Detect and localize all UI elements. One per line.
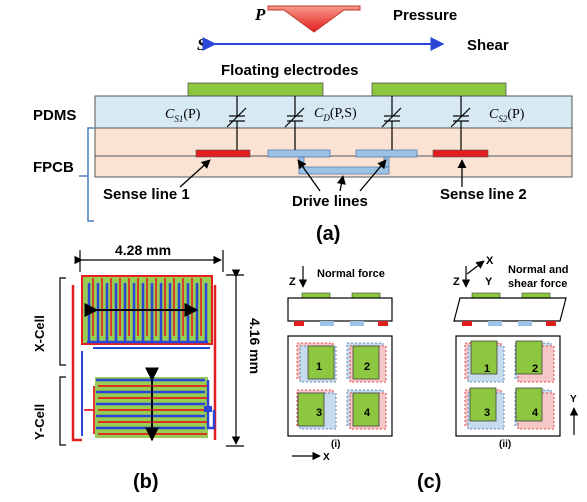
capacitor-s1-icon	[226, 96, 247, 150]
cap-s2-label: CS2(P)	[489, 107, 525, 124]
shear-label: Shear	[467, 37, 509, 54]
side-view-left	[287, 297, 393, 322]
cell-1-label-right: 1	[484, 363, 490, 375]
cell-3-label-right: 3	[484, 407, 490, 419]
y-cell-electrodes	[81, 347, 216, 442]
drive-line-left	[267, 149, 331, 158]
drive-line-right	[355, 149, 418, 158]
height-label: 4.16 mm	[247, 318, 263, 374]
y-axis-label-top: Y	[485, 276, 493, 288]
normal-shear-label-1: Normal and	[508, 264, 569, 276]
normal-shear-label-2: shear force	[508, 278, 567, 290]
cell-2-label-left: 2	[364, 361, 370, 373]
caption-b: (b)	[133, 471, 159, 493]
drive-lines-label: Drive lines	[292, 193, 368, 210]
z-axis-label-1: Z	[289, 276, 296, 288]
cap-d-label: CD(P,S)	[314, 106, 357, 123]
caption-c: (c)	[417, 471, 441, 493]
normal-force-label: Normal force	[317, 268, 385, 280]
fpcb-layer-top	[94, 127, 573, 157]
width-label: 4.28 mm	[115, 242, 171, 258]
sense-line-2-label: Sense line 2	[440, 186, 527, 203]
sense-line-1-pointer	[179, 159, 211, 188]
z-axis-label-2: Z	[453, 276, 460, 288]
y-cell-label: Y-Cell	[32, 404, 47, 440]
panel-b: 4.28 mm 4.16 mm X-Cell Y-Cell	[32, 242, 263, 493]
fpcb-label: FPCB	[33, 159, 74, 176]
sub-label-ii: (ii)	[499, 439, 511, 450]
cell-4-label-left: 4	[364, 407, 371, 419]
capacitor-d-icon-right	[381, 96, 402, 150]
pressure-label: Pressure	[393, 7, 457, 24]
sense-line-2-electrode	[432, 149, 489, 158]
x-axis-label-top: X	[486, 255, 494, 267]
capacitor-s2-icon	[450, 96, 471, 150]
fpcb-bracket	[87, 127, 94, 222]
s-label: S	[197, 35, 206, 54]
p-label: P	[254, 5, 266, 24]
drive-pointer-mid	[336, 175, 346, 192]
side-view-right	[453, 297, 567, 322]
cell-4-label-right: 4	[532, 407, 539, 419]
floating-electrodes-label: Floating electrodes	[221, 62, 359, 79]
x-cell-electrodes	[71, 275, 217, 442]
panel-c: Z Normal force 1 2 3 4	[287, 255, 579, 493]
cell-2-label-right: 2	[532, 363, 538, 375]
quadrant-grid-right: 1 2 3 4	[464, 340, 555, 430]
pressure-arrow-icon	[267, 5, 361, 33]
cell-1-label-left: 1	[316, 361, 322, 373]
sub-label-i: (i)	[331, 439, 340, 450]
caption-a: (a)	[316, 223, 340, 245]
xy-axis-icon	[466, 260, 485, 275]
panel-a: P Pressure S Shear Floating electrodes P…	[33, 5, 573, 245]
pdms-label: PDMS	[33, 107, 76, 124]
sense-line-1-label: Sense line 1	[103, 186, 190, 203]
floating-electrode-left	[187, 82, 324, 97]
cap-s1-label: CS1(P)	[165, 107, 201, 124]
fpcb-layer-bottom	[94, 155, 573, 178]
quadrant-grid-left: 1 2 3 4	[296, 342, 387, 430]
y-axis-right-label: Y	[570, 394, 577, 405]
drive-pointer-right	[359, 159, 387, 192]
drive-line-bridge	[298, 166, 390, 175]
floating-electrode-right	[371, 82, 507, 97]
drive-pointer-left	[297, 159, 321, 192]
x-cell-label: X-Cell	[32, 315, 47, 352]
x-axis-bottom-label: X	[323, 452, 330, 463]
capacitor-d-icon-left	[284, 96, 305, 150]
sense-line-1-electrode	[195, 149, 251, 158]
cell-3-label-left: 3	[316, 407, 322, 419]
